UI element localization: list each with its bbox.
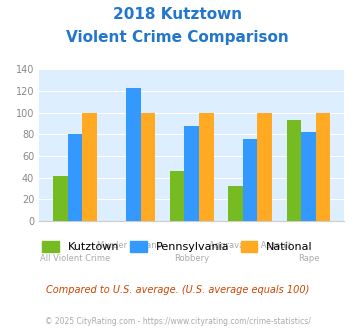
Bar (228, 186, 243, 221)
Bar (184, 126, 199, 221)
Bar (301, 132, 316, 221)
Bar (316, 113, 331, 221)
Bar (67, 134, 82, 221)
Bar (53, 176, 67, 221)
Text: 2018 Kutztown: 2018 Kutztown (113, 7, 242, 21)
Text: Robbery: Robbery (174, 254, 209, 263)
Text: Compared to U.S. average. (U.S. average equals 100): Compared to U.S. average. (U.S. average … (46, 285, 309, 295)
Text: All Violent Crime: All Violent Crime (40, 254, 110, 263)
Bar (82, 113, 97, 221)
Text: Murder & Mans...: Murder & Mans... (97, 241, 169, 249)
Bar (170, 171, 184, 221)
Bar (199, 113, 214, 221)
Bar (243, 139, 257, 221)
Bar (141, 113, 155, 221)
Text: Rape: Rape (298, 254, 319, 263)
Bar (286, 120, 301, 221)
Text: Aggravated Assault: Aggravated Assault (209, 241, 291, 249)
Text: Violent Crime Comparison: Violent Crime Comparison (66, 30, 289, 45)
Bar (126, 88, 141, 221)
Legend: Kutztown, Pennsylvania, National: Kutztown, Pennsylvania, National (38, 237, 317, 257)
Bar (257, 113, 272, 221)
Text: © 2025 CityRating.com - https://www.cityrating.com/crime-statistics/: © 2025 CityRating.com - https://www.city… (45, 317, 310, 326)
